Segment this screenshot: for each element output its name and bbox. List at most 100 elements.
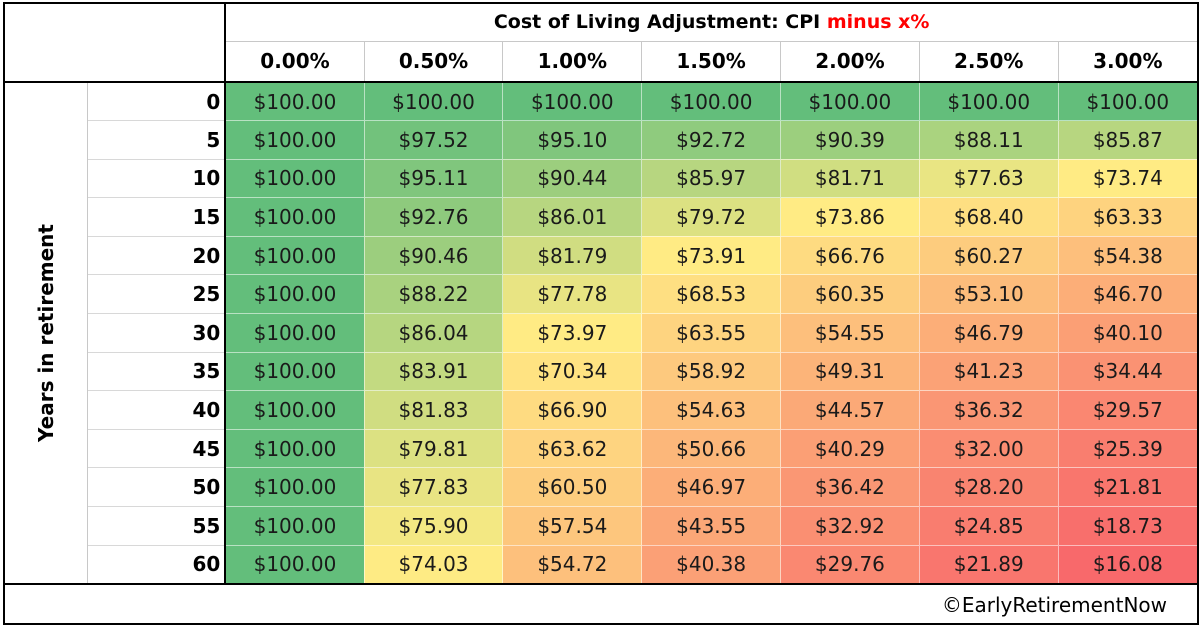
value-cell: $28.20	[918, 467, 1059, 508]
value-cell: $100.00	[641, 82, 781, 122]
corner-cell	[5, 41, 226, 83]
year-label: 50	[87, 467, 226, 508]
value-cell: $32.00	[918, 429, 1059, 469]
value-cell: $54.55	[780, 313, 920, 353]
table-row: 20 $100.00 $90.46 $81.79 $73.91 $66.76 $60.27 $…	[5, 236, 1197, 276]
value-cell: $100.00	[224, 352, 365, 392]
value-cell: $41.23	[918, 352, 1059, 392]
value-cell: $100.00	[224, 120, 365, 160]
value-cell: $100.00	[502, 82, 642, 122]
value-cell: $49.31	[780, 352, 920, 392]
value-cell: $73.91	[641, 236, 781, 276]
value-cell: $54.63	[641, 390, 781, 430]
value-cell: $74.03	[363, 545, 503, 585]
column-header-row: 0.00% 0.50% 1.00% 1.50% 2.00% 2.50% 3.00%	[5, 40, 1197, 83]
corner-cell	[5, 4, 225, 41]
year-label: 30	[87, 313, 226, 353]
value-cell: $58.92	[641, 352, 781, 392]
table-title: Cost of Living Adjustment: CPI minus x%	[224, 4, 1197, 41]
value-cell: $95.10	[502, 120, 642, 160]
value-cell: $100.00	[224, 467, 365, 508]
row-axis-label-cell: Years in retirement	[5, 82, 89, 585]
value-cell: $95.11	[363, 159, 503, 199]
value-cell: $100.00	[224, 236, 365, 276]
column-header: 0.50%	[363, 40, 503, 83]
value-cell: $88.11	[918, 120, 1059, 160]
table-row: 30 $100.00 $86.04 $73.97 $63.55 $54.55 $46.79 $…	[5, 313, 1197, 353]
value-cell: $88.22	[363, 274, 503, 315]
value-cell: $34.44	[1057, 352, 1197, 392]
year-label: 15	[87, 197, 226, 237]
value-cell: $21.81	[1057, 467, 1197, 508]
value-cell: $100.00	[363, 82, 503, 122]
year-label: 55	[87, 506, 226, 546]
value-cell: $79.72	[641, 197, 781, 237]
table-row: 60 $100.00 $74.03 $54.72 $40.38 $29.76 $21.89 $…	[5, 545, 1197, 585]
value-cell: $83.91	[363, 352, 503, 392]
value-cell: $86.01	[502, 197, 642, 237]
value-cell: $70.34	[502, 352, 642, 392]
value-cell: $66.90	[502, 390, 642, 430]
value-cell: $100.00	[224, 429, 365, 469]
value-cell: $77.63	[918, 159, 1059, 199]
year-label: 45	[87, 429, 226, 469]
value-cell: $46.79	[918, 313, 1059, 353]
footer-row: ©EarlyRetirementNow	[5, 584, 1197, 625]
value-cell: $40.38	[641, 545, 781, 585]
row-axis-label: Years in retirement	[34, 223, 59, 442]
table-row: 10 $100.00 $95.11 $90.44 $85.97 $81.71 $77.63 $…	[5, 159, 1197, 199]
year-label: 35	[87, 352, 226, 392]
table-row: 55 $100.00 $75.90 $57.54 $43.55 $32.92 $24.85 $…	[5, 506, 1197, 546]
value-cell: $16.08	[1057, 545, 1197, 585]
column-header: 2.00%	[780, 40, 920, 83]
year-label: 5	[87, 120, 226, 160]
value-cell: $81.71	[780, 159, 920, 199]
value-cell: $73.86	[780, 197, 920, 237]
value-cell: $85.87	[1057, 120, 1197, 160]
table-row: 40 $100.00 $81.83 $66.90 $54.63 $44.57 $36.32 $…	[5, 390, 1197, 430]
value-cell: $100.00	[224, 274, 365, 315]
value-cell: $73.74	[1057, 159, 1197, 199]
value-cell: $24.85	[918, 506, 1059, 546]
year-label: 0	[87, 82, 226, 122]
value-cell: $81.83	[363, 390, 503, 430]
value-cell: $77.83	[363, 467, 503, 508]
table-row: 50 $100.00 $77.83 $60.50 $46.97 $36.42 $28.20 $…	[5, 467, 1197, 508]
column-header: 1.00%	[502, 40, 642, 83]
value-cell: $46.70	[1057, 274, 1197, 315]
value-cell: $32.92	[780, 506, 920, 546]
value-cell: $40.29	[780, 429, 920, 469]
column-header: 2.50%	[918, 40, 1059, 83]
value-cell: $63.55	[641, 313, 781, 353]
year-label: 60	[87, 545, 226, 585]
value-cell: $79.81	[363, 429, 503, 469]
table-row: 5 $100.00 $97.52 $95.10 $92.72 $90.39 $88.11 $8…	[5, 120, 1197, 160]
value-cell: $92.76	[363, 197, 503, 237]
value-cell: $60.35	[780, 274, 920, 315]
table-row: 25 $100.00 $88.22 $77.78 $68.53 $60.35 $53.10 $…	[5, 274, 1197, 315]
value-cell: $100.00	[224, 313, 365, 353]
value-cell: $43.55	[641, 506, 781, 546]
value-cell: $73.97	[502, 313, 642, 353]
value-cell: $36.42	[780, 467, 920, 508]
value-cell: $54.72	[502, 545, 642, 585]
year-label: 20	[87, 236, 226, 276]
year-label: 10	[87, 159, 226, 199]
value-cell: $21.89	[918, 545, 1059, 585]
value-cell: $90.46	[363, 236, 503, 276]
value-cell: $60.50	[502, 467, 642, 508]
value-cell: $18.73	[1057, 506, 1197, 546]
column-header: 3.00%	[1057, 40, 1197, 83]
value-cell: $90.39	[780, 120, 920, 160]
value-cell: $53.10	[918, 274, 1059, 315]
column-header: 0.00%	[224, 40, 365, 83]
value-cell: $57.54	[502, 506, 642, 546]
title-highlight: minus x%	[826, 11, 930, 34]
table-row: Years in retirement 0 $100.00 $100.00 $100.0…	[5, 82, 1197, 585]
value-cell: $100.00	[780, 82, 920, 122]
value-cell: $90.44	[502, 159, 642, 199]
cola-table: Cost of Living Adjustment: CPI minus x% …	[5, 4, 1197, 625]
value-cell: $100.00	[1057, 82, 1197, 122]
value-cell: $100.00	[224, 82, 365, 122]
year-label: 40	[87, 390, 226, 430]
